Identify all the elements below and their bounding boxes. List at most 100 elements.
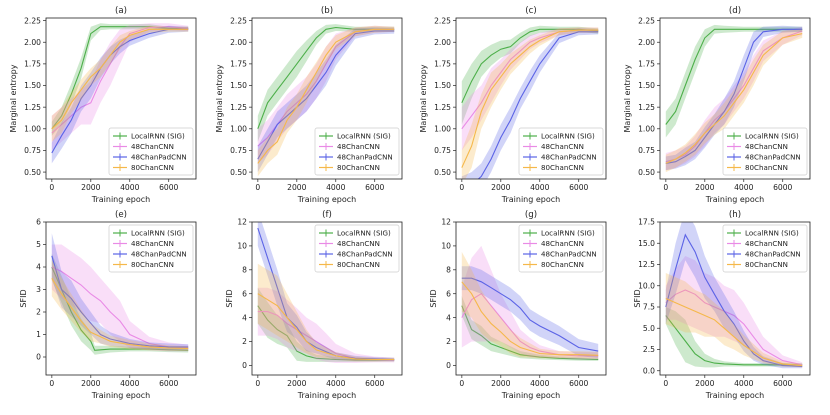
legend-label: 80ChanCNN [541, 260, 584, 269]
series-line-48chanpadcnn [461, 277, 599, 352]
legend-label: LocalRNN (SIG) [337, 132, 391, 141]
chart-title: (g) [525, 210, 537, 220]
legend-label: 48ChanCNN [131, 239, 174, 248]
y-tick-label: 0.75 [230, 146, 247, 155]
series-band-80chancnn [665, 273, 803, 368]
legend-label: LocalRNN (SIG) [541, 229, 595, 238]
y-tick-label: 1.75 [434, 60, 451, 69]
axes-frame [251, 17, 403, 180]
legend-label: 48ChanCNN [541, 142, 584, 151]
series-band-48chancnn [461, 245, 599, 360]
series-line-48chanpadcnn [665, 28, 803, 164]
legend-label: 80ChanCNN [131, 163, 174, 172]
legend-label: 80ChanCNN [131, 260, 174, 269]
x-axis-label: Training epoch [501, 195, 560, 204]
chart-panel-3: (c) 0 2000 4000 6000 0.50 0.75 1.00 1.25 1.50 1.75… [419, 6, 607, 204]
chart-panel-6: (f) 0 2000 4000 6000 0 2 4 6 8 10 12 Training epoch S… [225, 210, 403, 400]
x-tick-label: 4000 [734, 379, 753, 388]
plot-area [665, 222, 803, 369]
series-band-localrnn-sig- [461, 296, 599, 361]
y-tick-label: 0 [242, 361, 247, 370]
y-tick-label: 1.75 [638, 60, 655, 69]
legend-label: LocalRNN (SIG) [337, 229, 391, 238]
x-tick-label: 6000 [773, 379, 792, 388]
series-line-localrnn-sig- [257, 305, 395, 361]
x-tick-label: 2000 [287, 379, 306, 388]
y-tick-label: 7.5 [643, 303, 655, 312]
legend-label: 48ChanCNN [337, 239, 380, 248]
x-tick-label: 4000 [326, 379, 345, 388]
y-tick-label: 1.50 [434, 81, 451, 90]
x-tick-label: 4000 [120, 379, 139, 388]
x-tick-label: 0 [663, 379, 668, 388]
y-tick-label: 4 [446, 313, 451, 322]
y-tick-label: 2.25 [24, 16, 41, 25]
x-tick-label: 0 [255, 183, 260, 192]
legend-box [518, 224, 604, 273]
series-line-80chancnn [257, 28, 395, 164]
x-tick-label: 2000 [81, 379, 100, 388]
y-tick-label: 3 [36, 285, 41, 294]
x-tick-label: 2000 [491, 183, 510, 192]
plot-area [51, 23, 189, 164]
x-tick-label: 6000 [159, 183, 178, 192]
series-line-80chancnn [461, 281, 599, 356]
legend-box [108, 127, 194, 176]
y-tick-label: 6 [446, 289, 451, 298]
y-tick-label: 8 [242, 266, 247, 275]
legend-label: 80ChanCNN [541, 163, 584, 172]
series-line-48chancnn [51, 26, 189, 134]
chart-title: (f) [322, 210, 332, 220]
y-tick-label: 2.25 [230, 16, 247, 25]
plot-area [51, 233, 189, 355]
series-band-localrnn-sig- [665, 24, 803, 138]
y-tick-label: 12 [237, 218, 247, 227]
series-band-localrnn-sig- [51, 253, 189, 355]
y-tick-label: 2.00 [638, 38, 655, 47]
legend-label: 80ChanCNN [745, 163, 788, 172]
legend: LocalRNN (SIG)48ChanCNN 48ChanPadCNN80Cha… [108, 224, 194, 273]
axes-frame [251, 221, 403, 376]
plot-area [461, 245, 599, 361]
legend-label: 48ChanCNN [745, 142, 788, 151]
y-tick-label: 0 [446, 361, 451, 370]
x-tick-label: 0 [49, 379, 54, 388]
x-tick-label: 6000 [365, 183, 384, 192]
legend-label: 48ChanPadCNN [337, 250, 393, 259]
chart-panel-5: (e) 0 2000 4000 6000 0 1 2 3 4 5 6 Training epoch SFI… [19, 210, 197, 400]
y-tick-label: 1.25 [638, 103, 655, 112]
plot-area [461, 25, 599, 179]
series-band-48chancnn [51, 244, 189, 352]
x-tick-label: 6000 [159, 379, 178, 388]
axes-frame [45, 17, 197, 180]
series-line-localrnn-sig- [461, 28, 599, 104]
series-band-80chancnn [461, 251, 599, 359]
y-tick-label: 6 [242, 289, 247, 298]
legend-label: 48ChanCNN [541, 239, 584, 248]
axes-frame [455, 221, 607, 376]
y-tick-label: 10 [441, 242, 451, 251]
series-band-48chanpadcnn [665, 25, 803, 171]
x-axis-label: Training epoch [91, 195, 150, 204]
series-band-localrnn-sig- [257, 24, 395, 142]
legend-label: 80ChanCNN [337, 163, 380, 172]
legend-box [722, 224, 808, 273]
x-tick-label: 0 [459, 379, 464, 388]
chart-title: (h) [729, 210, 741, 220]
series-line-80chancnn [461, 29, 599, 168]
x-axis-label: Training epoch [705, 391, 764, 400]
y-axis-label: Marginal entropy [419, 64, 428, 132]
y-tick-label: 0.50 [24, 168, 41, 177]
legend-label: 48ChanPadCNN [745, 153, 801, 162]
y-tick-label: 1.00 [230, 124, 247, 133]
series-band-80chancnn [51, 25, 189, 142]
y-tick-label: 1.75 [230, 60, 247, 69]
series-band-80chancnn [257, 263, 395, 362]
series-line-48chanpadcnn [665, 233, 803, 368]
y-tick-label: 1.00 [638, 124, 655, 133]
chart-title: (a) [115, 6, 127, 16]
x-tick-label: 6000 [365, 379, 384, 388]
y-tick-label: 1.50 [230, 81, 247, 90]
y-tick-label: 2 [36, 308, 41, 317]
y-tick-label: 12 [441, 218, 451, 227]
